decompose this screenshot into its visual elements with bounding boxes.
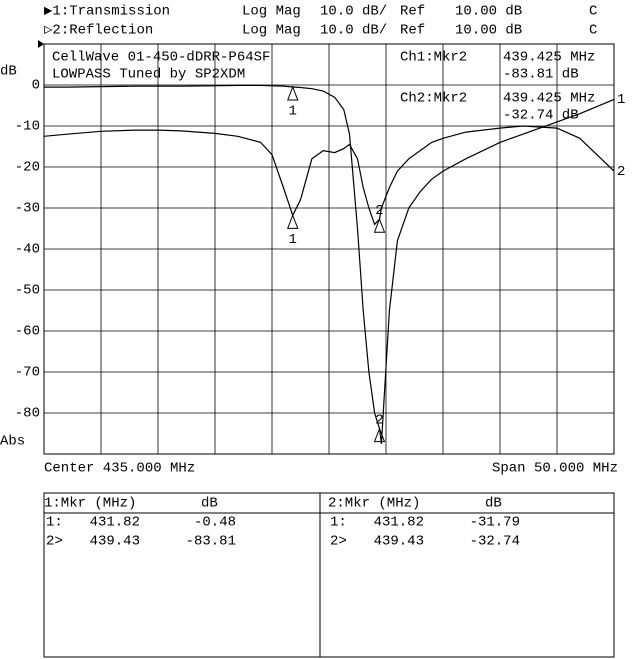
y-tick-label: -40 xyxy=(15,242,40,258)
chart-title: CellWave 01-450-dDRR-P64SF xyxy=(52,50,270,66)
table-unit: dB xyxy=(485,496,502,512)
table-value: -83.81 xyxy=(186,534,236,550)
y-tick-label: 0 xyxy=(32,78,40,94)
marker-label: 2 xyxy=(375,412,383,428)
table-row-label: 2> xyxy=(46,534,63,550)
flag-label: C xyxy=(589,4,597,20)
trace-line xyxy=(43,125,615,226)
channel-label: ▶1:Transmission xyxy=(44,4,170,20)
scale-label: 10.0 dB/ xyxy=(320,4,387,20)
flag-label: C xyxy=(589,23,597,39)
format-label: Log Mag xyxy=(242,4,301,20)
marker-triangle xyxy=(373,217,386,233)
marker-label: 1 xyxy=(289,104,297,120)
readout-value: -32.74 dB xyxy=(503,108,579,124)
marker-triangle xyxy=(287,213,299,229)
title-backdrop xyxy=(48,46,328,84)
marker-triangle xyxy=(287,85,299,101)
table-value: -32.74 xyxy=(470,534,520,550)
readout-label: Ch1:Mkr2 xyxy=(400,50,467,66)
table-freq: 439.43 xyxy=(374,534,424,550)
ref-value: 10.00 dB xyxy=(455,23,522,39)
trace-label: 1 xyxy=(617,92,625,108)
marker-triangle xyxy=(373,427,386,443)
table-freq: 439.43 xyxy=(90,534,140,550)
chart-title: LOWPASS Tuned by SP2XDM xyxy=(52,67,245,83)
table-freq: 431.82 xyxy=(374,515,424,531)
table-row-label: 1: xyxy=(46,515,63,531)
table-value: -31.79 xyxy=(470,515,520,531)
y-tick-label: -50 xyxy=(15,283,40,299)
ref-label: Ref xyxy=(400,4,425,20)
table-value: -0.48 xyxy=(194,515,236,531)
y-tick-label: -20 xyxy=(15,160,40,176)
y-tick-label: -70 xyxy=(15,365,40,381)
span-label: Span 50.000 MHz xyxy=(492,461,618,477)
table-frame xyxy=(43,492,615,658)
y-tick-label: -80 xyxy=(15,406,40,422)
channel-label: ▷2:Reflection xyxy=(44,23,153,39)
readout-label: Ch2:Mkr2 xyxy=(400,91,467,107)
ref-pointer xyxy=(38,40,44,48)
ref-label: Ref xyxy=(400,23,425,39)
scale-label: 10.0 dB/ xyxy=(320,23,387,39)
y-tick-label: -30 xyxy=(15,201,40,217)
format-label: Log Mag xyxy=(242,23,301,39)
y-tick-label: -10 xyxy=(15,119,40,135)
table-title: 1:Mkr (MHz) xyxy=(44,496,136,512)
center-label: Center 435.000 MHz xyxy=(44,461,195,477)
readout-value: -83.81 dB xyxy=(503,67,579,83)
table-unit: dB xyxy=(201,496,218,512)
table-row-label: 1: xyxy=(330,515,347,531)
table-title: 2:Mkr (MHz) xyxy=(328,496,420,512)
ref-value: 10.00 dB xyxy=(455,4,522,20)
table-row-label: 2> xyxy=(330,534,347,550)
table-freq: 431.82 xyxy=(90,515,140,531)
y-axis-label-bottom: Abs xyxy=(0,434,25,450)
trace-line xyxy=(44,84,615,444)
marker-label: 1 xyxy=(289,232,297,248)
readout-freq: 439.425 MHz xyxy=(503,50,595,66)
y-tick-label: -60 xyxy=(15,324,40,340)
marker-label: 2 xyxy=(375,203,383,219)
trace-label: 2 xyxy=(617,164,625,180)
readout-freq: 439.425 MHz xyxy=(503,91,595,107)
y-axis-label: dB xyxy=(0,64,17,80)
